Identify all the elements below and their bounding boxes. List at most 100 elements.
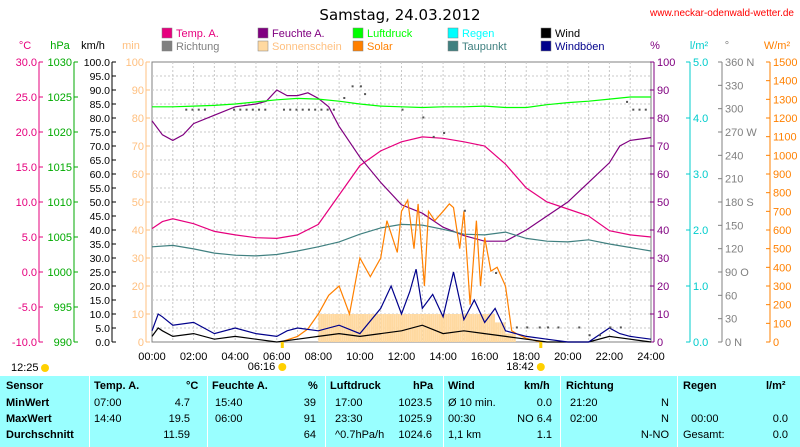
temp-axis-tick-label: -10.0 [12,337,37,349]
pressure-axis-tick-label: 1020 [48,127,72,139]
sunshine-bar [355,314,358,342]
sunshine-bar [482,314,485,342]
x-tick-label: 12:00 [388,351,416,363]
stats-table: Sensor Temp. A. °C Feuchte A. % Luftdruc… [0,376,800,447]
sunshine-bar [438,314,441,342]
direction-dot [264,108,267,111]
direction-dot [197,108,200,111]
temp-axis-tick-label: 25.0 [16,92,37,104]
wind-axis-tick-label: 25.0 [90,267,111,279]
header-rain: Regen [683,380,717,392]
wind-axis-tick-label: 80.0 [90,113,111,125]
sunshine-bar [432,314,435,342]
humidity-axis-tick-label: 80 [657,113,669,125]
wind-axis-tick-label: 65.0 [90,155,111,167]
sunshine-bar [459,314,462,342]
direction-dot [626,100,629,103]
x-tick-label: 06:00 [263,351,291,363]
sunshine-bar [449,314,452,342]
temp-axis-tick-label: 20.0 [16,127,37,139]
legend-swatch [540,27,552,39]
direction-dot [359,85,362,88]
rain-axis-tick-label: 4.0 [693,113,708,125]
weather-chart: 30.025.020.015.010.05.00.0-5.0-10.010301… [11,27,797,374]
sun-axis-tick-label: 60 [132,169,144,181]
wind-axis-tick-label: 5.0 [95,323,110,335]
x-tick-label: 24:00 [637,351,665,363]
sunshine-bar [457,314,460,342]
sunshine-bar [339,314,342,342]
sunshine-bar [470,314,473,342]
humidity-axis-tick-label: 100 [657,57,675,69]
sunshine-bar [334,314,337,342]
header-temp-unit: °C [186,380,199,392]
solar-axis-tick-label: 900 [773,169,791,181]
direction-axis-tick-label: 210 [725,174,743,186]
legend-swatch [257,27,269,39]
sunshine-bar [378,314,381,342]
sunshine-bar [403,314,406,342]
sunshine-bar [397,314,400,342]
sunshine-bar [399,314,402,342]
direction-dot [203,108,206,111]
sunshine-bar [499,322,502,342]
humidity-axis-tick-label: 50 [657,197,669,209]
legend-label: Luftdruck [367,28,413,40]
sunshine-bar [416,314,419,342]
series-line-windb-en [151,269,652,343]
direction-dot [463,209,466,212]
header-sensor: Sensor [6,380,44,392]
sunset-time: 18:42 [506,361,534,373]
temp-axis-tick-label: -5.0 [18,302,37,314]
sunshine-bar [359,314,362,342]
direction-time: 02:00 [570,413,598,425]
sunshine-bar [341,314,344,342]
sunshine-bar [497,322,500,342]
pressure-time: 23:30 [335,413,363,425]
direction-dot [578,326,581,329]
sunshine-bar [386,314,389,342]
sunshine-bar [503,322,506,342]
sunshine-bar [322,314,325,342]
direction-axis-tick-label: 60 [725,290,737,302]
sunshine-bar [476,314,479,342]
wind-axis-tick-label: 90.0 [90,85,111,97]
direction-dot [515,326,518,329]
legend-swatch [352,27,364,39]
direction-dot [307,108,310,111]
sunshine-bar [372,314,375,342]
wind-value: NO 6.4 [517,413,552,425]
solar-axis-tick-label: 0 [773,337,779,349]
direction-dot [538,326,541,329]
humidity-axis-tick-label: 30 [657,253,669,265]
sunshine-bar [330,314,333,342]
sunshine-bar [447,314,450,342]
sunshine-bar [461,314,464,342]
sunshine-bar [382,314,385,342]
sunshine-bar [492,314,495,342]
direction-dot [364,93,367,96]
series-line-luftdruck [152,96,651,109]
sun-axis-tick-label: 100 [126,57,144,69]
sun-axis-tick-label: 50 [132,197,144,209]
temp-value: 19.5 [168,413,190,425]
pressure-time: 17:00 [335,397,363,409]
rain-axis-tick-label: 5.0 [693,57,708,69]
sunshine-bar [366,314,369,342]
sunshine-bar [507,333,510,342]
legend-label: Wind [555,28,580,40]
pressure-time: ^0.7hPa/h [335,429,385,441]
direction-dot [332,108,335,111]
x-tick-label: 16:00 [471,351,499,363]
direction-dot [251,108,254,111]
legend-swatch [257,40,269,52]
sunshine-bar [484,314,487,342]
sunshine-bar [441,314,444,342]
rain-value: 0.0 [772,413,788,425]
sunshine-bar [430,314,433,342]
site-url[interactable]: www.neckar-odenwald-wetter.de [650,8,794,19]
sunshine-bar [389,314,392,342]
rain-axis-tick-label: 0.0 [693,337,708,349]
sunshine-bar [353,314,356,342]
table-row: MaxWert 14:40 19.5 06:00 91 23:30 1025.9… [0,413,800,428]
